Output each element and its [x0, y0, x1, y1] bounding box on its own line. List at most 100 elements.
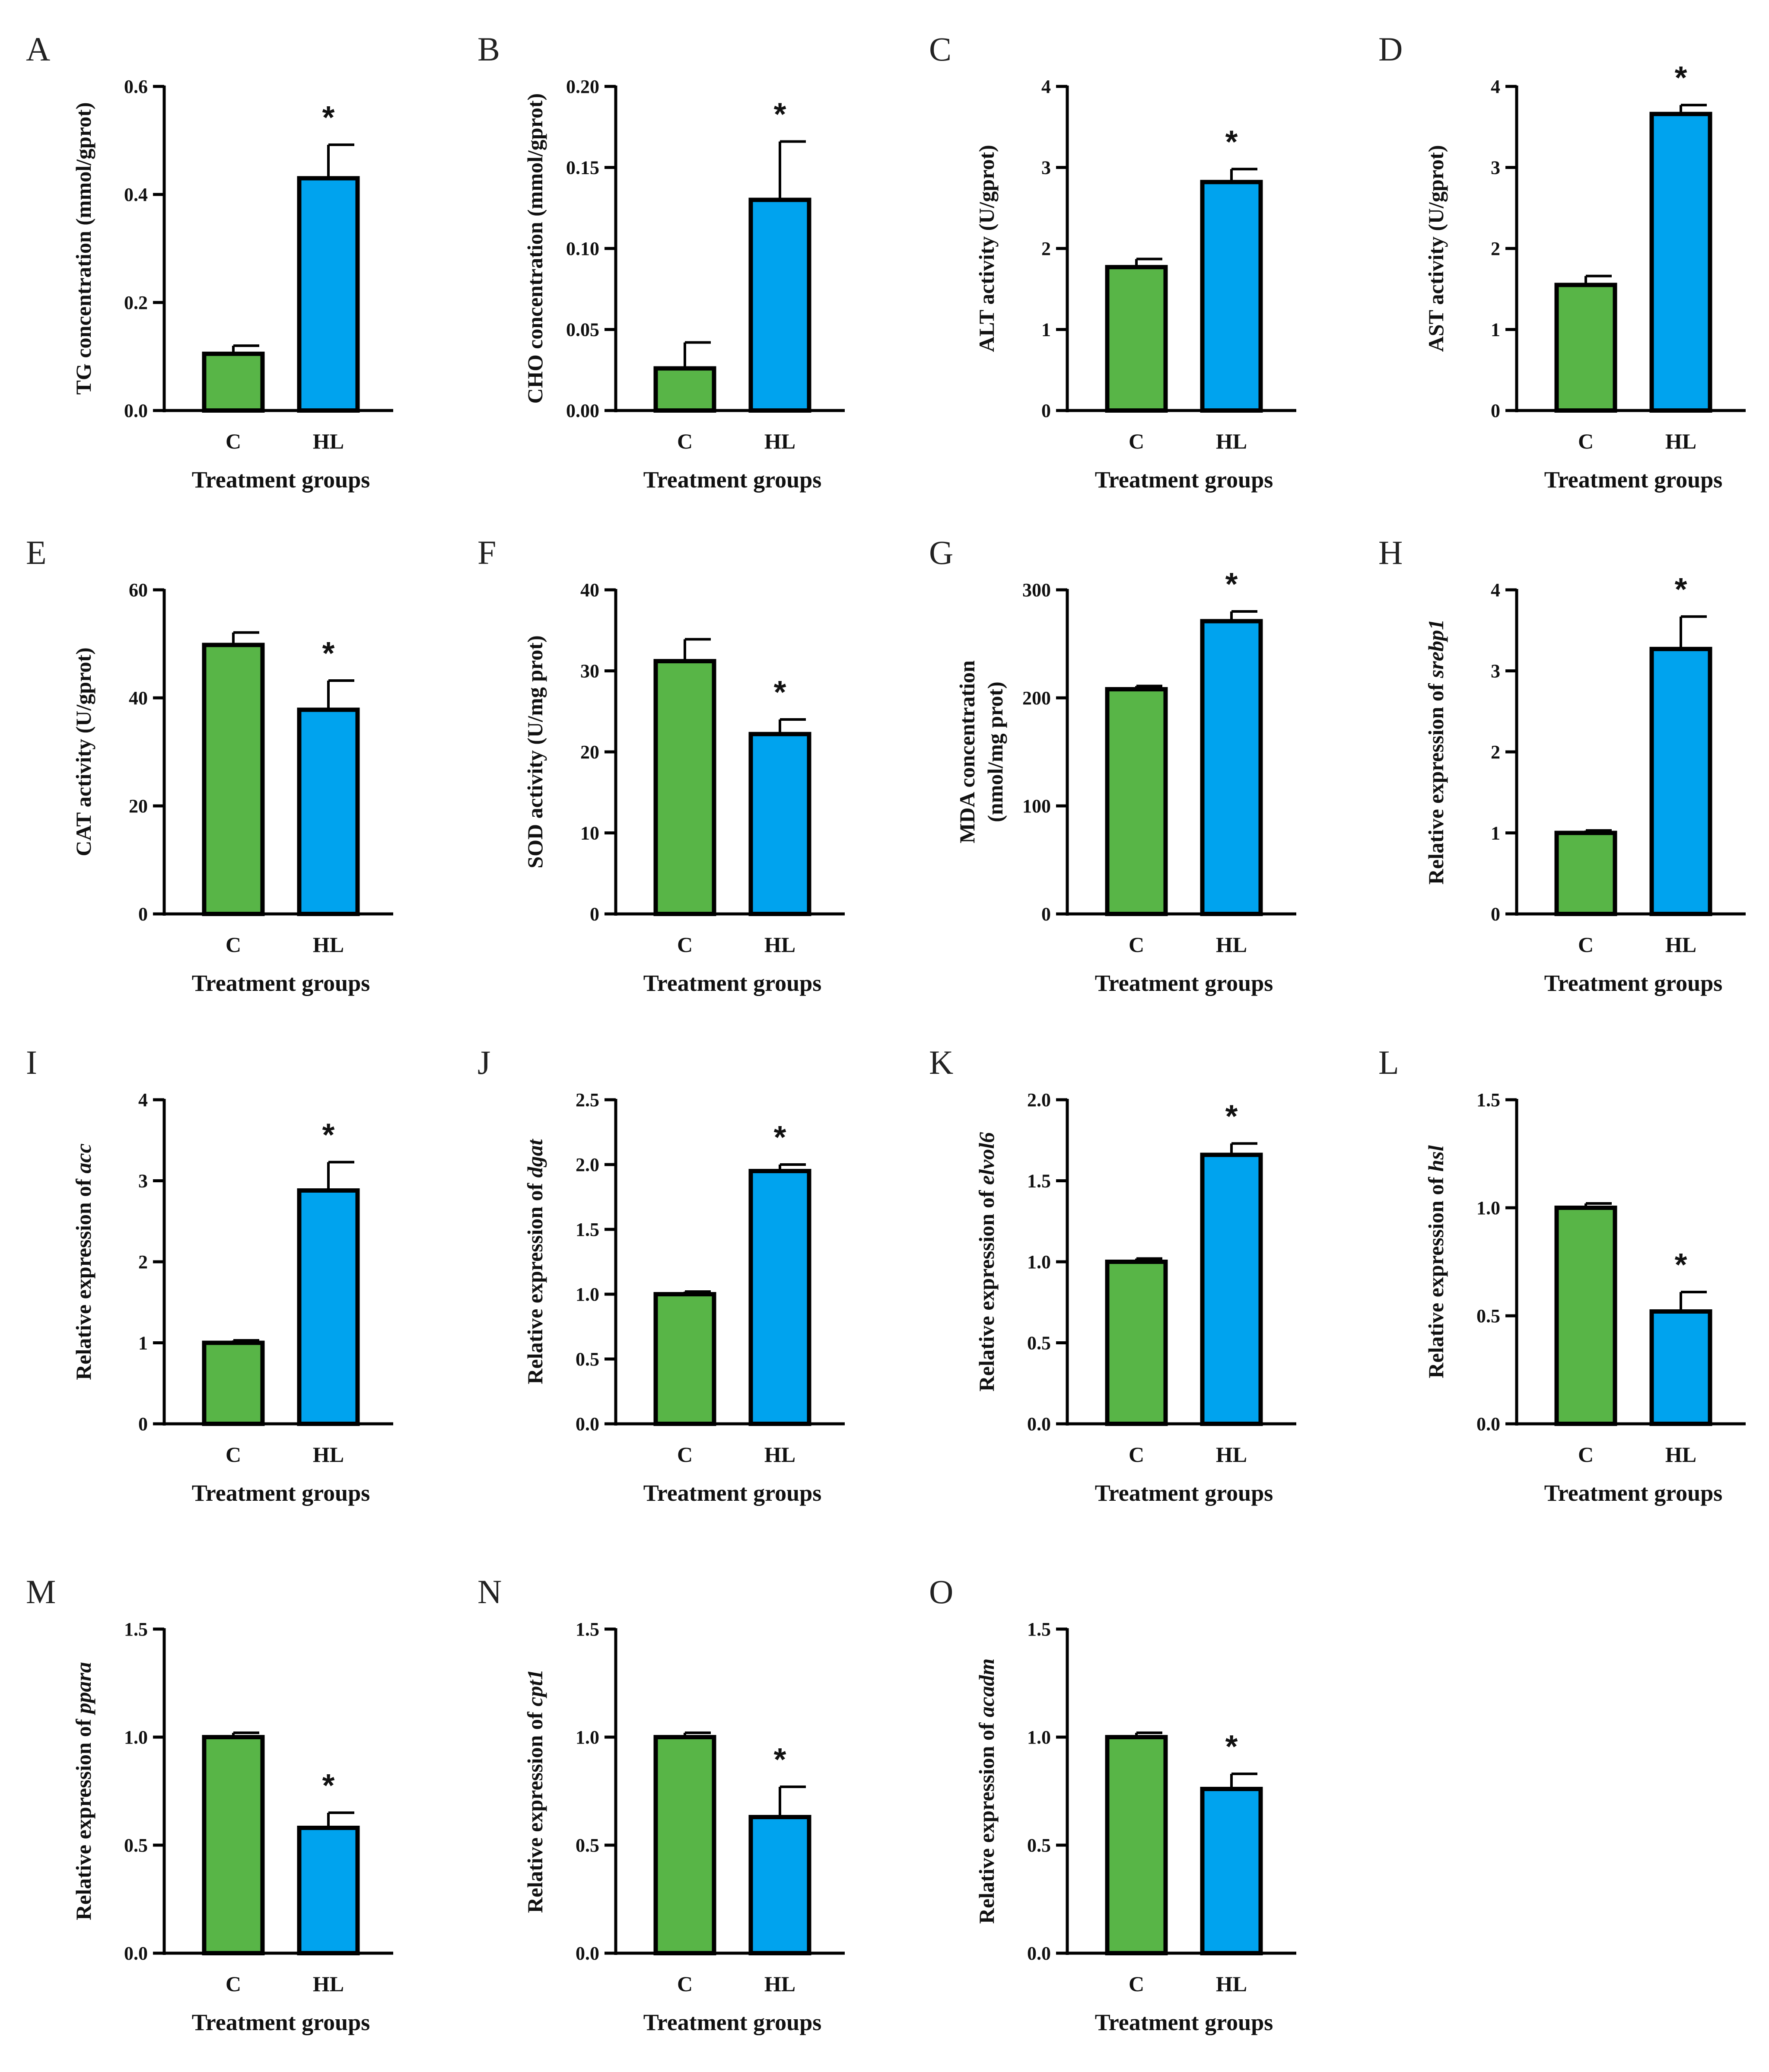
chart-a-bar-hl	[297, 176, 360, 413]
chart-j-y-tick-label: 1.5	[576, 1219, 599, 1240]
chart-f-bar-hl	[748, 732, 811, 916]
chart-k-significance-marker: *	[1225, 1098, 1238, 1134]
chart-l-bar-c	[1554, 1206, 1617, 1426]
chart-d: D 0 1 2 3 4 C HL * Treatment groups AST activity (…	[1378, 30, 1746, 493]
chart-k-y-tick-label: 0.5	[1027, 1333, 1051, 1354]
chart-m-y-axis-title: Relative expression of ppara	[71, 1662, 95, 1920]
chart-e-y-tick-label: 40	[129, 687, 148, 709]
chart-d-y-tick-label: 2	[1491, 238, 1500, 259]
chart-l-bar-hl	[1649, 1309, 1712, 1426]
chart-j-category-label: C	[677, 1442, 693, 1467]
chart-c-y-tick-label: 2	[1041, 238, 1051, 259]
chart-m-category-label: HL	[313, 1972, 344, 1996]
chart-h-category-label: HL	[1665, 933, 1696, 957]
chart-b-panel-label: B	[477, 30, 500, 68]
chart-l-y-tick-label: 1.5	[1476, 1089, 1500, 1111]
chart-m-significance-marker: *	[322, 1767, 335, 1803]
chart-f-y-tick-label: 30	[580, 661, 599, 682]
chart-n-y-tick-label: 1.5	[576, 1619, 599, 1640]
chart-b-bar-hl	[748, 197, 811, 413]
chart-h-y-tick-label: 2	[1491, 742, 1500, 763]
chart-j-y-tick-label: 2.5	[576, 1089, 599, 1111]
chart-o-panel-label: O	[929, 1573, 953, 1610]
chart-n: N 0.0 0.5 1.0 1.5 C HL * Treatment groups Relativ…	[477, 1573, 845, 2035]
chart-k-bar-hl	[1200, 1152, 1263, 1426]
chart-i-y-axis-title: Relative expression of acc	[71, 1143, 95, 1380]
chart-c-panel-label: C	[929, 30, 951, 68]
chart-a-category-label: C	[226, 429, 241, 453]
chart-l-y-tick-label: 1.0	[1476, 1197, 1500, 1219]
chart-k-y-tick-label: 1.5	[1027, 1171, 1051, 1192]
chart-k-y-axis-title: Relative expression of elvol6	[974, 1132, 999, 1391]
chart-f-y-tick-label: 10	[580, 823, 599, 844]
chart-c-y-tick-label: 0	[1041, 400, 1051, 421]
chart-i-significance-marker: *	[322, 1117, 335, 1152]
chart-f-significance-marker: *	[774, 674, 786, 710]
chart-a-y-axis-title-main: TG concentration (mmol/gprot)	[71, 102, 95, 395]
chart-k-y-tick-label: 0.0	[1027, 1413, 1051, 1435]
chart-n-y-axis-title-main: Relative expression of	[523, 1706, 547, 1913]
chart-c: C 0 1 2 3 4 C HL * Treatment groups ALT activity (…	[929, 30, 1296, 493]
chart-j-bar-c	[653, 1292, 716, 1426]
chart-j-y-tick-label: 2.0	[576, 1154, 599, 1175]
chart-g-y-tick-label: 200	[1022, 687, 1051, 709]
chart-a-y-tick-label: 0.2	[124, 292, 148, 313]
chart-c-y-axis-title-main: ALT activity (U/gprot)	[974, 145, 999, 352]
chart-l-panel-label: L	[1378, 1044, 1399, 1081]
chart-o-category-label: HL	[1216, 1972, 1247, 1996]
chart-e-category-label: HL	[313, 933, 344, 957]
chart-a-x-axis-title: Treatment groups	[192, 467, 370, 493]
chart-h-y-tick-label: 0	[1491, 904, 1500, 925]
chart-i-y-axis-title-gene: acc	[71, 1143, 95, 1173]
chart-j: J 0.0 0.5 1.0 1.5 2.0 2.5 C HL * Treatment groups R…	[477, 1044, 845, 1506]
chart-b-y-axis-title-main: CHO concentration (mmol/gprot)	[523, 93, 547, 404]
chart-b-category-label: C	[677, 429, 693, 453]
chart-m-x-axis-title: Treatment groups	[192, 2009, 370, 2035]
chart-h-category-label: C	[1578, 933, 1594, 957]
chart-g-y-axis-title-main: MDA concentration	[955, 660, 979, 843]
chart-o-significance-marker: *	[1225, 1728, 1238, 1764]
chart-n-y-tick-label: 1.0	[576, 1727, 599, 1748]
chart-n-category-label: C	[677, 1972, 693, 1996]
chart-m-y-tick-label: 0.5	[124, 1835, 148, 1856]
chart-f-x-axis-title: Treatment groups	[643, 970, 822, 996]
chart-c-y-tick-label: 1	[1041, 319, 1051, 341]
chart-h-significance-marker: *	[1675, 571, 1687, 607]
chart-c-significance-marker: *	[1225, 124, 1238, 159]
chart-l: L 0.0 0.5 1.0 1.5 C HL * Treatment groups Relativ…	[1378, 1044, 1746, 1506]
chart-n-x-axis-title: Treatment groups	[643, 2009, 822, 2035]
chart-c-bar-c	[1105, 265, 1168, 413]
chart-f-category-label: C	[677, 933, 693, 957]
chart-g-y-tick-label: 100	[1022, 796, 1051, 817]
chart-k-x-axis-title: Treatment groups	[1095, 1480, 1273, 1506]
chart-g-bar-hl	[1200, 619, 1263, 916]
chart-k-category-label: HL	[1216, 1442, 1247, 1467]
chart-i-category-label: C	[226, 1442, 241, 1467]
chart-l-category-label: C	[1578, 1442, 1594, 1467]
chart-b-y-tick-label: 0.05	[566, 319, 599, 341]
chart-d-panel-label: D	[1378, 30, 1403, 68]
chart-m-bar-c	[202, 1735, 265, 1955]
chart-e-y-tick-label: 0	[138, 904, 148, 925]
chart-a-y-tick-label: 0.4	[124, 184, 148, 205]
chart-o: O 0.0 0.5 1.0 1.5 C HL * Treatment groups Relativ…	[929, 1573, 1296, 2035]
chart-e-category-label: C	[226, 933, 241, 957]
chart-i-y-tick-label: 0	[138, 1413, 148, 1435]
chart-a-panel-label: A	[26, 30, 50, 68]
chart-j-panel-label: J	[477, 1044, 490, 1081]
chart-e-panel-label: E	[26, 534, 47, 571]
chart-b-y-tick-label: 0.00	[566, 400, 599, 421]
chart-g-panel-label: G	[929, 534, 953, 571]
chart-k-y-tick-label: 2.0	[1027, 1089, 1051, 1111]
chart-h-y-axis-title: Relative expression of srebp1	[1424, 619, 1448, 885]
chart-m: M 0.0 0.5 1.0 1.5 C HL * Treatment groups Relativ…	[26, 1573, 393, 2035]
chart-h-panel-label: H	[1378, 534, 1403, 571]
chart-a: A 0.0 0.2 0.4 0.6 C HL * Treatment groups TG conc…	[26, 30, 393, 493]
chart-k-y-axis-title-gene: elvol6	[974, 1132, 999, 1185]
chart-c-x-axis-title: Treatment groups	[1095, 467, 1273, 493]
chart-e-y-axis-title: CAT activity (U/gprot)	[71, 647, 95, 856]
chart-e-y-tick-label: 20	[129, 796, 148, 817]
chart-m-category-label: C	[226, 1972, 241, 1996]
chart-d-y-tick-label: 3	[1491, 157, 1500, 178]
